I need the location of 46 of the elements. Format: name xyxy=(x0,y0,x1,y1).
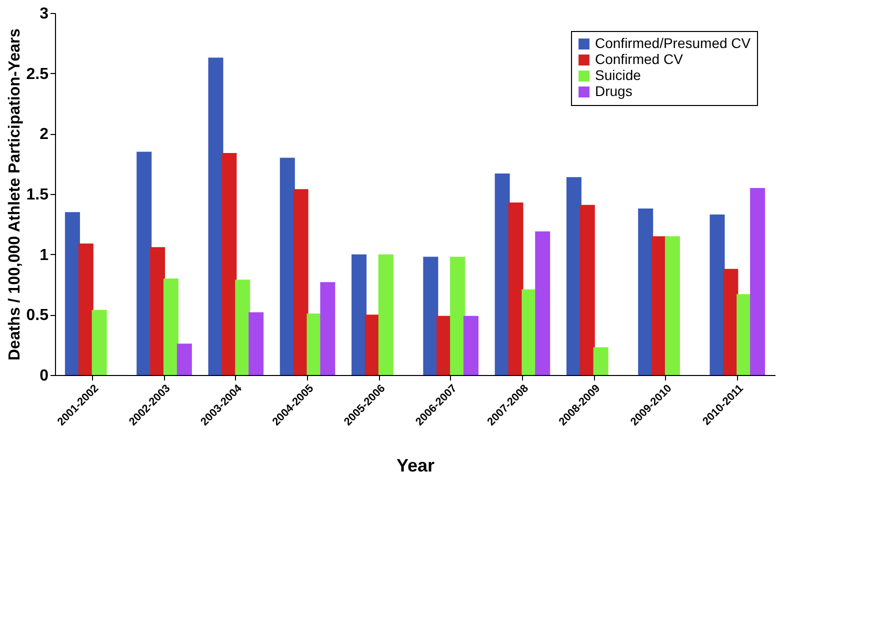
bar xyxy=(320,282,336,375)
legend-label: Confirmed/Presumed CV xyxy=(595,35,752,51)
bar xyxy=(522,289,537,375)
bar xyxy=(664,236,680,375)
bar xyxy=(750,188,766,375)
y-tick-label: 2 xyxy=(40,126,49,144)
x-axis-title: Year xyxy=(396,455,435,476)
y-tick-label: 3 xyxy=(40,6,49,22)
y-axis-title: Deaths / 100,000 Athlete Participation-Years xyxy=(6,28,24,360)
bar xyxy=(436,316,452,375)
y-tick-label: 1.5 xyxy=(26,186,49,204)
y-tick-label: 1 xyxy=(40,246,49,264)
bar xyxy=(136,152,152,375)
bar xyxy=(352,254,367,375)
bar xyxy=(163,278,178,375)
y-tick-label: 2.5 xyxy=(26,66,49,83)
bar xyxy=(222,152,237,375)
bar xyxy=(150,247,166,375)
bar xyxy=(423,256,438,375)
bar xyxy=(64,212,80,375)
bar xyxy=(378,254,394,375)
bar xyxy=(248,312,264,375)
legend-label: Suicide xyxy=(595,67,642,83)
legend-label: Drugs xyxy=(595,83,632,99)
bar xyxy=(450,256,466,375)
bar xyxy=(293,189,308,375)
bar xyxy=(710,214,725,375)
legend-label: Confirmed CV xyxy=(595,51,684,67)
bar xyxy=(638,208,654,375)
bar xyxy=(566,177,582,375)
bar xyxy=(580,204,595,375)
bar xyxy=(235,280,250,375)
y-tick-label: 0 xyxy=(40,368,49,384)
bar xyxy=(176,344,192,375)
bar xyxy=(463,316,478,375)
bar xyxy=(508,202,524,375)
bar xyxy=(78,243,94,375)
bar xyxy=(280,158,295,375)
bar xyxy=(535,231,550,375)
bar xyxy=(364,314,380,375)
bar xyxy=(208,58,224,375)
bar xyxy=(92,310,107,375)
bar xyxy=(652,236,667,375)
bar xyxy=(723,268,738,375)
y-tick-label: 0.5 xyxy=(26,307,49,324)
bar xyxy=(593,347,608,375)
